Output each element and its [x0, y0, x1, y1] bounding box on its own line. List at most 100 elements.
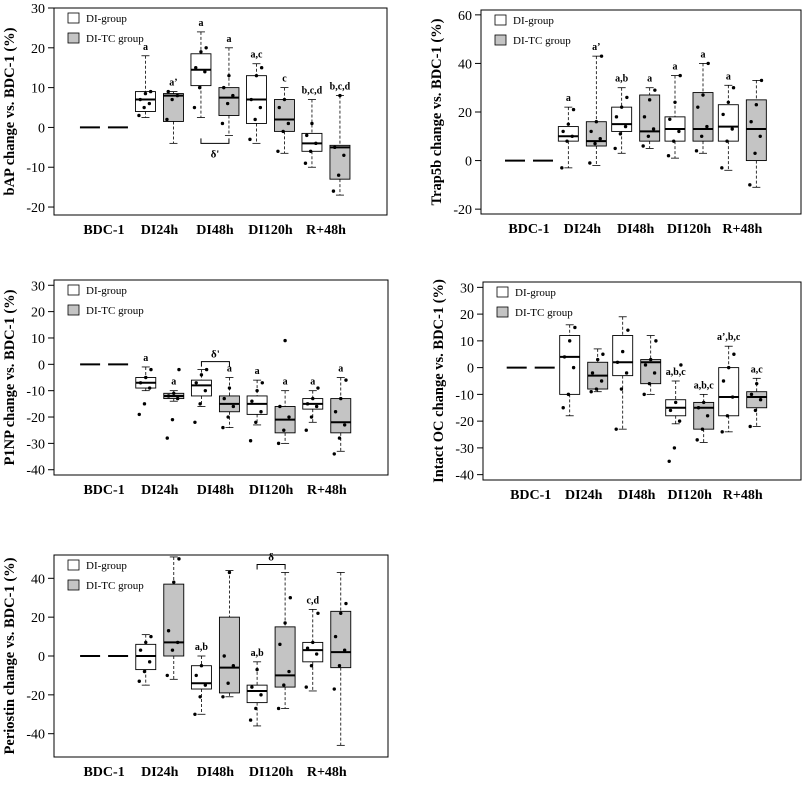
- x-tick-label: DI120h: [249, 765, 294, 780]
- data-point: [226, 415, 230, 419]
- data-point: [305, 646, 310, 650]
- data-point: [702, 400, 706, 405]
- data-point: [314, 404, 319, 409]
- significance-label: a: [283, 377, 288, 388]
- panel-intactoc: -40 -30 -20 -10 0 10 20 30 Intact OC change vs. …: [431, 279, 802, 503]
- y-tick-label: 0: [467, 362, 474, 377]
- data-point: [255, 388, 259, 393]
- x-tick-label: R+48h: [307, 483, 347, 498]
- data-point: [621, 349, 625, 354]
- box-iqr: [218, 87, 240, 116]
- data-point: [137, 679, 141, 683]
- data-point: [561, 129, 565, 134]
- data-point: [721, 112, 725, 117]
- data-point: [225, 101, 230, 106]
- box-di: a,c: [245, 50, 267, 144]
- data-point: [344, 378, 348, 382]
- box-ditc: [274, 572, 296, 711]
- data-point: [677, 419, 682, 423]
- data-point: [276, 441, 281, 446]
- significance-label: c: [282, 74, 287, 85]
- data-point: [142, 105, 146, 110]
- data-point: [594, 387, 599, 391]
- y-tick-label: 30: [460, 281, 474, 296]
- panel-bap: -20 -10 0 10 20 30 bAP change vs. BDC-1 (%) BDC…: [2, 2, 388, 238]
- data-point: [227, 570, 232, 575]
- x-tick-label: DI48h: [197, 483, 235, 498]
- legend-label-di: DI-group: [86, 13, 127, 25]
- data-point: [255, 667, 259, 672]
- y-tick-label: 20: [460, 308, 474, 323]
- box-iqr: [330, 610, 352, 669]
- x-tick-label: DI120h: [249, 483, 294, 498]
- data-point: [651, 127, 656, 131]
- box-ditc: a: [163, 367, 185, 440]
- data-point: [654, 339, 658, 343]
- legend-label-di: DI-group: [86, 285, 127, 297]
- significance-label: a: [226, 34, 231, 45]
- y-tick-label: -20: [26, 411, 45, 426]
- data-point: [282, 97, 287, 102]
- data-point: [588, 161, 592, 165]
- box-ditc: a’: [162, 78, 184, 144]
- legend-label-ditc: DI-TC group: [86, 305, 144, 317]
- data-point: [249, 97, 253, 102]
- data-point: [282, 683, 286, 687]
- data-point: [700, 427, 705, 431]
- data-point: [193, 420, 197, 424]
- box-di: [190, 367, 212, 424]
- y-tick-label: 10: [31, 82, 45, 97]
- significance-label: a: [701, 49, 706, 60]
- box-iqr: [745, 99, 767, 162]
- data-point: [614, 115, 619, 119]
- data-point: [149, 367, 153, 372]
- bracket-line: [200, 138, 230, 144]
- data-point: [147, 101, 152, 106]
- data-point: [194, 381, 198, 385]
- y-axis-title: bAP change vs. BDC-1 (%): [2, 27, 18, 195]
- legend-label-di: DI-group: [515, 287, 556, 299]
- data-point: [599, 54, 604, 58]
- significance-label: a’: [169, 78, 177, 89]
- y-tick-label: -10: [455, 388, 474, 403]
- box-di: b,c,d: [301, 86, 323, 168]
- data-point: [573, 325, 577, 330]
- legend-swatch-ditc: [67, 304, 80, 316]
- y-tick-label: 10: [31, 332, 45, 347]
- bracket-line: [200, 361, 230, 367]
- data-point: [165, 117, 169, 122]
- data-point: [199, 373, 204, 377]
- data-point: [310, 121, 314, 126]
- data-point: [672, 139, 676, 143]
- x-tick-label: DI24h: [141, 483, 179, 498]
- box-di: a,b: [190, 642, 212, 716]
- box-iqr: [693, 401, 715, 430]
- y-tick-label: 10: [460, 335, 474, 350]
- box-iqr: [557, 126, 579, 142]
- legend-label-di: DI-group: [513, 15, 554, 27]
- box-iqr: [329, 144, 351, 180]
- data-point: [221, 425, 225, 430]
- box-di: a: [557, 93, 579, 170]
- significance-label: c,d: [307, 595, 320, 606]
- data-point: [344, 601, 348, 606]
- data-point: [667, 459, 671, 463]
- y-tick-label: 0: [38, 358, 45, 373]
- data-point: [253, 117, 257, 122]
- data-point: [571, 107, 576, 112]
- significance-label: a,b: [615, 74, 629, 85]
- data-point: [332, 687, 336, 691]
- significance-label: a: [143, 42, 148, 53]
- data-point: [138, 648, 143, 652]
- data-point: [254, 706, 258, 711]
- data-point: [316, 611, 320, 615]
- data-point: [222, 85, 226, 90]
- data-point: [705, 124, 709, 129]
- data-point: [336, 173, 341, 177]
- data-point: [700, 134, 704, 138]
- data-point: [137, 412, 141, 417]
- data-point: [276, 149, 280, 154]
- data-point: [706, 61, 710, 66]
- data-point: [260, 381, 264, 385]
